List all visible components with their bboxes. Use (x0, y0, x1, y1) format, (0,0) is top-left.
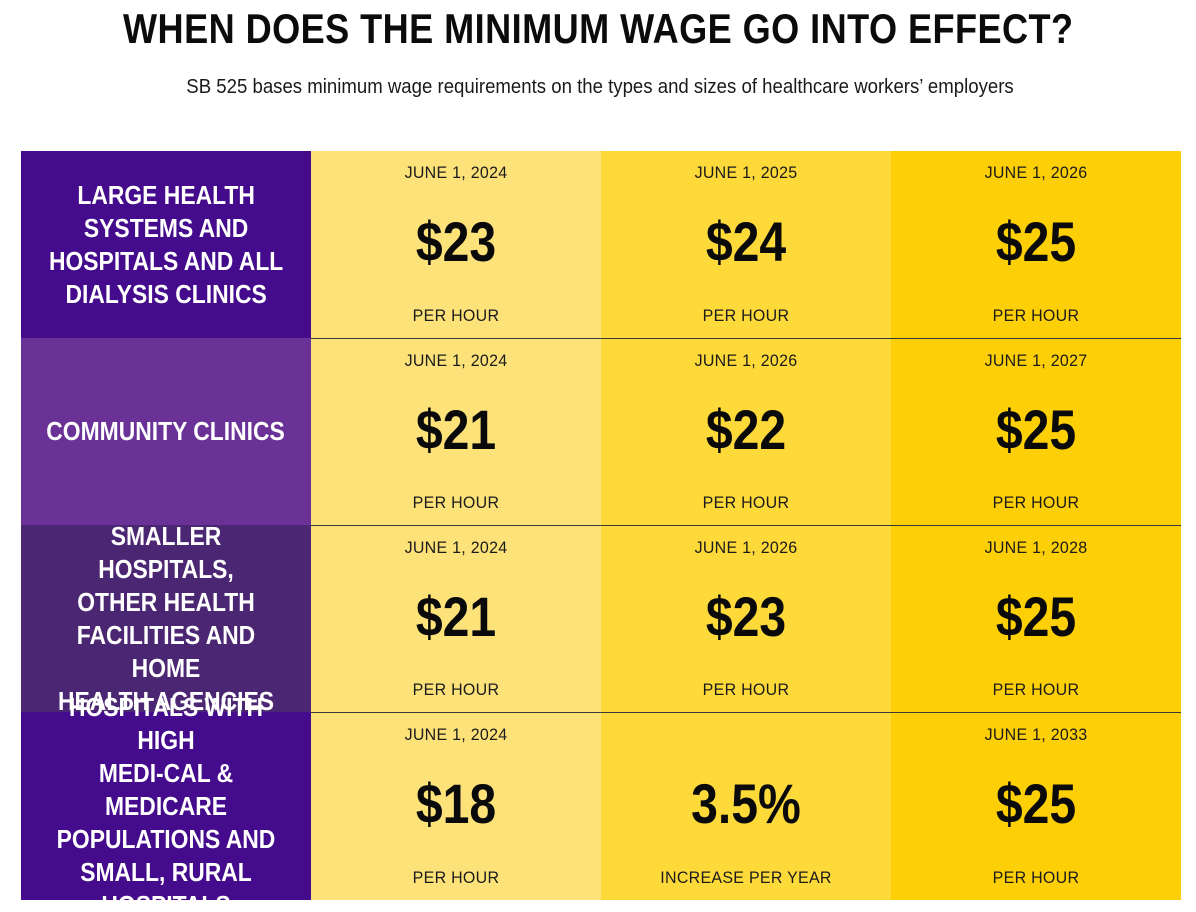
wage-unit: PER HOUR (992, 306, 1080, 325)
effective-date: JUNE 1, 2028 (984, 538, 1088, 557)
wage-unit: PER HOUR (992, 680, 1080, 699)
row-label-smaller-hospitals: SMALLER HOSPITALS, OTHER HEALTH FACILITI… (21, 521, 311, 716)
wage-unit: PER HOUR (412, 493, 500, 512)
wage-amount: $22 (705, 398, 787, 461)
wage-cell: JUNE 1, 2028 $25 PER HOUR (891, 525, 1181, 712)
wage-unit: PER HOUR (992, 493, 1080, 512)
wage-cell: JUNE 1, 2026 $23 PER HOUR (601, 525, 891, 712)
wage-cell: JUNE 1, 2033 $25 PER HOUR (891, 712, 1181, 900)
wage-cell: JUNE 1, 2024 $21 PER HOUR (311, 525, 601, 712)
wage-cell: JUNE 1, 2024 $18 PER HOUR (311, 712, 601, 900)
effective-date: JUNE 1, 2024 (404, 351, 508, 370)
row-label-high-medi-cal-hospitals: HOSPITALS WITH HIGH MEDI-CAL & MEDICARE … (21, 692, 311, 912)
wage-cell: JUNE 1, 2026 $25 PER HOUR (891, 151, 1181, 338)
wage-amount: $21 (415, 398, 497, 461)
row-label-large-health-systems: LARGE HEALTH SYSTEMS AND HOSPITALS AND A… (21, 151, 311, 338)
effective-date: JUNE 1, 2024 (404, 538, 508, 557)
wage-unit: PER HOUR (412, 868, 500, 887)
effective-date: JUNE 1, 2026 (694, 538, 798, 557)
effective-date: JUNE 1, 2026 (694, 351, 798, 370)
page-title: WHEN DOES THE MINIMUM WAGE GO INTO EFFEC… (123, 5, 1074, 52)
wage-amount: $25 (995, 585, 1077, 648)
wage-schedule-table: LARGE HEALTH SYSTEMS AND HOSPITALS AND A… (21, 151, 1181, 912)
wage-unit: PER HOUR (702, 680, 790, 699)
wage-unit: PER HOUR (412, 306, 500, 325)
wage-amount: $25 (995, 398, 1077, 461)
wage-unit: INCREASE PER YEAR (660, 868, 832, 887)
row-label-community-clinics: COMMUNITY CLINICS (21, 338, 311, 525)
wage-amount: $23 (415, 210, 497, 273)
wage-unit: PER HOUR (702, 493, 790, 512)
wage-amount: $23 (705, 585, 787, 648)
effective-date: JUNE 1, 2024 (404, 725, 508, 744)
wage-cell: JUNE 1, 2025 $24 PER HOUR (601, 151, 891, 338)
wage-cell: JUNE 1, 2026 $22 PER HOUR (601, 338, 891, 525)
wage-cell: JUNE 1, 2024 $21 PER HOUR (311, 338, 601, 525)
wage-unit: PER HOUR (412, 680, 500, 699)
wage-amount: 3.5% (691, 772, 801, 835)
wage-cell: JUNE 1, 2024 $23 PER HOUR (311, 151, 601, 338)
wage-amount: $24 (705, 210, 787, 273)
wage-amount: $25 (995, 772, 1077, 835)
wage-amount: $21 (415, 585, 497, 648)
wage-amount: $25 (995, 210, 1077, 273)
effective-date: JUNE 1, 2033 (984, 725, 1088, 744)
page-subtitle: SB 525 bases minimum wage requirements o… (186, 76, 1014, 98)
wage-cell: JUNE 1, 2027 $25 PER HOUR (891, 338, 1181, 525)
wage-cell: 3.5% INCREASE PER YEAR (601, 712, 891, 900)
wage-unit: PER HOUR (992, 868, 1080, 887)
wage-unit: PER HOUR (702, 306, 790, 325)
effective-date: JUNE 1, 2025 (694, 163, 798, 182)
effective-date: JUNE 1, 2027 (984, 351, 1088, 370)
effective-date: JUNE 1, 2024 (404, 163, 508, 182)
wage-amount: $18 (415, 772, 497, 835)
effective-date: JUNE 1, 2026 (984, 163, 1088, 182)
